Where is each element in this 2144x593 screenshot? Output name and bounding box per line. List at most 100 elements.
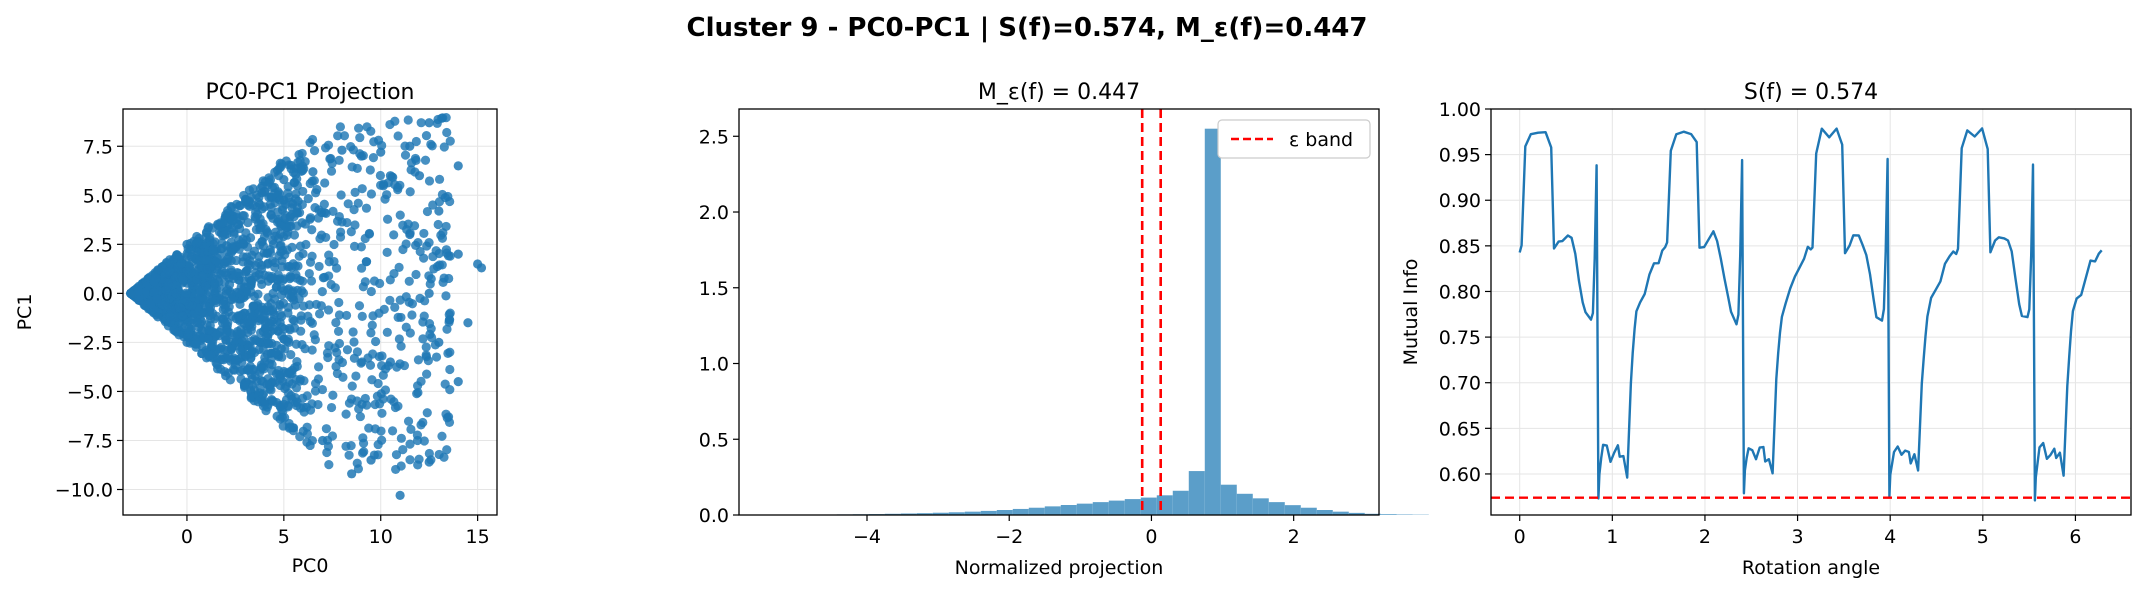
scatter-point bbox=[288, 167, 299, 178]
scatter-panel: 0 5 10 15 −10.0 −7.5 −5.0 −2.5 0.0 2.5 5.0 7.5 PC0-… bbox=[14, 80, 498, 577]
scatter-point bbox=[221, 371, 231, 381]
histogram-bar bbox=[1076, 503, 1093, 515]
scatter-point bbox=[418, 417, 428, 428]
scatter-point bbox=[279, 175, 289, 185]
scatter-point bbox=[356, 151, 366, 161]
scatter-point bbox=[413, 355, 424, 365]
scatter-point bbox=[412, 389, 422, 399]
scatter-point bbox=[280, 250, 290, 260]
scatter-point bbox=[323, 305, 334, 315]
scatter-point bbox=[175, 252, 185, 262]
scatter-point bbox=[422, 241, 432, 251]
scatter-point bbox=[396, 433, 406, 443]
scatter-point bbox=[390, 302, 400, 312]
scatter-point bbox=[445, 364, 455, 375]
scatter-point bbox=[259, 202, 269, 212]
scatter-point bbox=[239, 211, 249, 221]
line-panel: 0 1 2 3 4 5 6 0.60 0.65 0.70 0.75 0.80 0.85 0.90 0.95 1… bbox=[1400, 80, 2132, 579]
histogram-bar bbox=[1236, 493, 1253, 515]
scatter-point bbox=[295, 156, 305, 166]
histogram-bar bbox=[1156, 495, 1173, 515]
x-tick-label: 0 bbox=[181, 526, 193, 548]
scatter-point bbox=[324, 250, 334, 260]
scatter-xlabel: PC0 bbox=[292, 555, 329, 577]
scatter-point bbox=[405, 455, 415, 465]
scatter-point bbox=[350, 220, 360, 230]
scatter-point bbox=[271, 282, 281, 293]
y-tick-label: 0.0 bbox=[83, 283, 113, 305]
scatter-point bbox=[262, 227, 272, 237]
scatter-point bbox=[366, 189, 377, 199]
line-series bbox=[1491, 127, 2131, 502]
scatter-point bbox=[366, 286, 376, 297]
scatter-point bbox=[341, 409, 351, 419]
scatter-point bbox=[307, 251, 317, 261]
scatter-point bbox=[442, 248, 452, 258]
scatter-point bbox=[324, 257, 334, 267]
scatter-point bbox=[385, 357, 396, 367]
y-tick-label: 1.5 bbox=[699, 278, 729, 300]
scatter-point bbox=[223, 247, 233, 257]
scatter-point bbox=[421, 342, 431, 352]
scatter-point bbox=[406, 424, 416, 434]
scatter-point bbox=[425, 279, 435, 289]
scatter-point bbox=[181, 288, 191, 298]
scatter-point bbox=[248, 200, 258, 210]
scatter-point bbox=[223, 317, 233, 328]
scatter-point bbox=[389, 397, 399, 407]
scatter-point bbox=[302, 391, 312, 401]
scatter-point bbox=[428, 251, 438, 262]
x-tick-label: 4 bbox=[1884, 526, 1896, 548]
scatter-point bbox=[422, 408, 432, 418]
histogram-xlabel: Normalized projection bbox=[955, 557, 1164, 579]
y-tick-label: −7.5 bbox=[67, 430, 113, 452]
scatter-point bbox=[246, 392, 257, 402]
scatter-point bbox=[343, 199, 353, 209]
scatter-point bbox=[346, 394, 357, 404]
scatter-point bbox=[239, 318, 249, 329]
scatter-point bbox=[239, 382, 250, 393]
scatter-point bbox=[199, 248, 209, 258]
scatter-point bbox=[378, 370, 388, 380]
scatter-point bbox=[133, 286, 144, 296]
scatter-point bbox=[225, 328, 236, 338]
scatter-point bbox=[224, 302, 234, 312]
scatter-point bbox=[307, 345, 317, 355]
scatter-point bbox=[171, 288, 181, 299]
scatter-point bbox=[240, 283, 250, 293]
scatter-point bbox=[327, 431, 338, 441]
scatter-point bbox=[174, 330, 184, 340]
histogram-bar bbox=[1060, 505, 1077, 515]
scatter-point bbox=[294, 251, 304, 261]
scatter-point bbox=[422, 369, 432, 379]
scatter-point bbox=[208, 339, 218, 350]
scatter-point bbox=[252, 210, 263, 220]
scatter-point bbox=[194, 322, 204, 332]
scatter-point bbox=[393, 131, 403, 141]
scatter-point bbox=[176, 259, 186, 269]
scatter-point bbox=[434, 174, 445, 184]
scatter-point bbox=[437, 113, 447, 123]
scatter-point bbox=[221, 210, 231, 220]
scatter-point bbox=[356, 242, 366, 252]
scatter-point bbox=[237, 336, 247, 346]
scatter-point bbox=[308, 167, 318, 177]
histogram-bar bbox=[1284, 505, 1301, 515]
scatter-point bbox=[356, 263, 367, 273]
scatter-point bbox=[382, 327, 392, 337]
scatter-point bbox=[342, 217, 352, 228]
scatter-point bbox=[275, 380, 285, 391]
histogram-bar bbox=[996, 510, 1013, 515]
scatter-point bbox=[289, 230, 300, 240]
y-tick-label: 5.0 bbox=[83, 185, 113, 207]
scatter-title: PC0-PC1 Projection bbox=[206, 80, 415, 105]
scatter-point bbox=[349, 205, 359, 215]
histogram-bar bbox=[1188, 471, 1205, 515]
scatter-point bbox=[382, 247, 392, 257]
scatter-point bbox=[259, 364, 269, 374]
scatter-point bbox=[358, 433, 368, 443]
histogram-bar bbox=[1092, 502, 1109, 515]
scatter-point bbox=[243, 217, 253, 228]
scatter-point bbox=[291, 339, 301, 349]
scatter-point bbox=[431, 352, 442, 362]
